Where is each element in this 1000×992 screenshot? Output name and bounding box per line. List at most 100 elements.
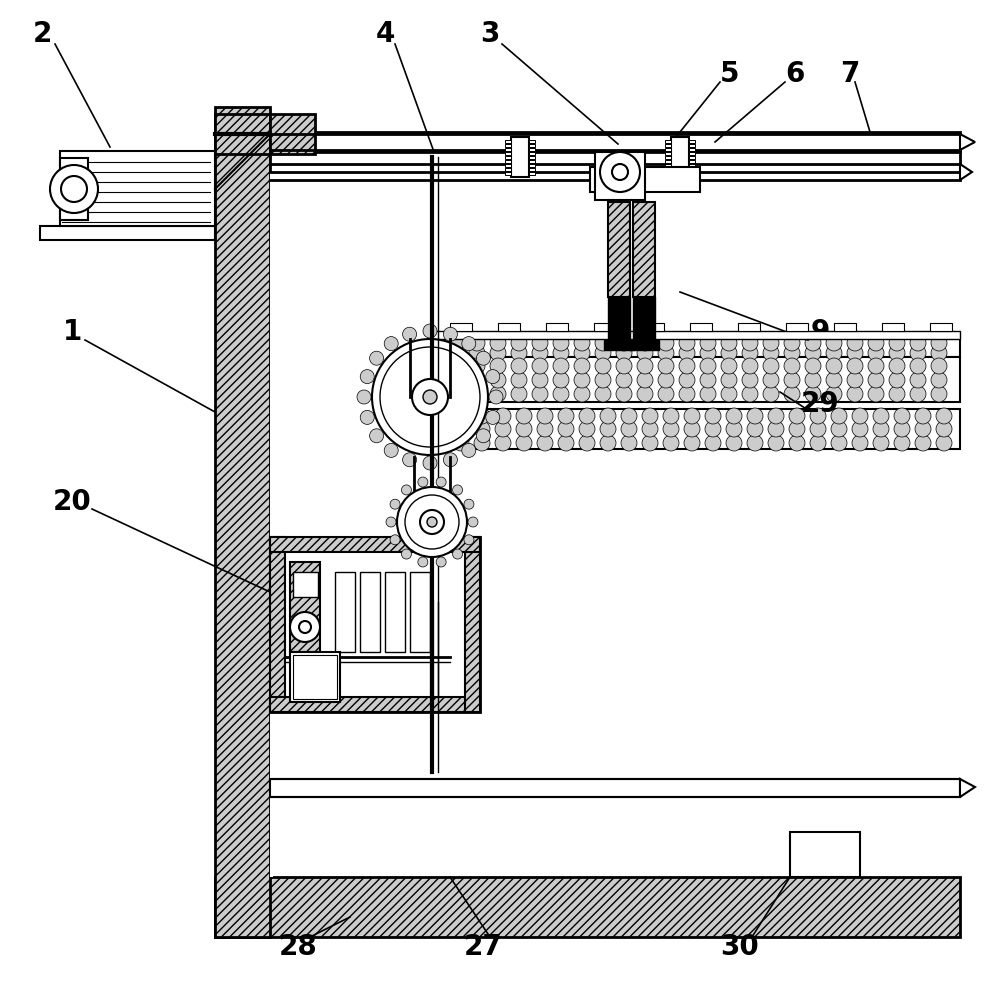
Circle shape [490, 345, 506, 361]
Circle shape [763, 358, 779, 374]
Circle shape [579, 408, 595, 424]
Bar [633, 202, 655, 297]
Bar [410, 572, 430, 652]
Bar [465, 537, 480, 712]
Bar [505, 148, 511, 151]
Circle shape [558, 408, 574, 424]
Bar [360, 572, 380, 652]
Circle shape [742, 372, 758, 388]
Bar [790, 832, 860, 877]
Circle shape [469, 372, 485, 388]
Circle shape [721, 372, 737, 388]
Circle shape [805, 358, 821, 374]
Bar [270, 537, 480, 552]
Bar [529, 148, 535, 151]
Circle shape [889, 372, 905, 388]
Circle shape [721, 358, 737, 374]
Circle shape [427, 358, 443, 374]
Text: 2: 2 [32, 20, 52, 48]
Circle shape [384, 336, 398, 350]
Circle shape [721, 386, 737, 402]
Circle shape [574, 345, 590, 361]
Circle shape [553, 345, 569, 361]
Bar [529, 164, 535, 167]
Circle shape [579, 435, 595, 451]
Bar [689, 168, 695, 171]
Circle shape [868, 386, 884, 402]
Circle shape [432, 408, 448, 424]
Circle shape [50, 165, 98, 213]
Text: 4: 4 [375, 20, 395, 48]
Circle shape [784, 372, 800, 388]
Circle shape [574, 335, 590, 351]
Bar [505, 160, 511, 163]
Bar [60, 158, 88, 220]
Circle shape [468, 517, 478, 527]
Circle shape [453, 485, 463, 495]
Bar [529, 140, 535, 143]
Text: 5: 5 [720, 60, 740, 88]
Bar [505, 164, 511, 167]
Circle shape [448, 372, 464, 388]
Bar [215, 114, 270, 154]
Circle shape [726, 421, 742, 437]
Circle shape [679, 345, 695, 361]
Circle shape [372, 339, 488, 455]
Circle shape [574, 386, 590, 402]
Bar [608, 297, 630, 344]
Circle shape [574, 372, 590, 388]
Circle shape [658, 386, 674, 402]
Bar [529, 144, 535, 147]
Circle shape [579, 421, 595, 437]
Bar [430, 339, 960, 357]
Circle shape [511, 372, 527, 388]
Circle shape [469, 345, 485, 361]
Circle shape [847, 358, 863, 374]
Bar [595, 152, 645, 200]
Circle shape [621, 408, 637, 424]
Circle shape [726, 408, 742, 424]
Circle shape [612, 164, 628, 180]
Circle shape [403, 327, 417, 341]
Circle shape [826, 358, 842, 374]
Circle shape [700, 345, 716, 361]
Bar [505, 156, 511, 159]
Circle shape [789, 435, 805, 451]
Circle shape [931, 335, 947, 351]
Circle shape [616, 335, 632, 351]
Circle shape [490, 335, 506, 351]
Circle shape [290, 612, 320, 642]
Bar [665, 168, 671, 171]
Bar [665, 148, 671, 151]
Circle shape [469, 358, 485, 374]
Circle shape [789, 408, 805, 424]
Bar [498, 323, 520, 331]
Circle shape [658, 372, 674, 388]
Circle shape [831, 421, 847, 437]
Bar [60, 151, 215, 226]
Circle shape [721, 345, 737, 361]
Circle shape [453, 408, 469, 424]
Bar [642, 323, 664, 331]
Circle shape [495, 435, 511, 451]
Bar [270, 152, 960, 172]
Circle shape [805, 335, 821, 351]
Circle shape [894, 421, 910, 437]
Circle shape [663, 435, 679, 451]
Text: 9: 9 [810, 318, 830, 346]
Circle shape [889, 335, 905, 351]
Circle shape [889, 386, 905, 402]
Bar [215, 877, 960, 937]
Circle shape [768, 435, 784, 451]
Bar [430, 357, 960, 402]
Circle shape [663, 408, 679, 424]
Circle shape [768, 408, 784, 424]
Circle shape [784, 345, 800, 361]
Bar [665, 164, 671, 167]
Circle shape [600, 408, 616, 424]
Circle shape [616, 345, 632, 361]
Circle shape [910, 358, 926, 374]
Circle shape [511, 345, 527, 361]
Circle shape [616, 358, 632, 374]
Circle shape [427, 372, 443, 388]
